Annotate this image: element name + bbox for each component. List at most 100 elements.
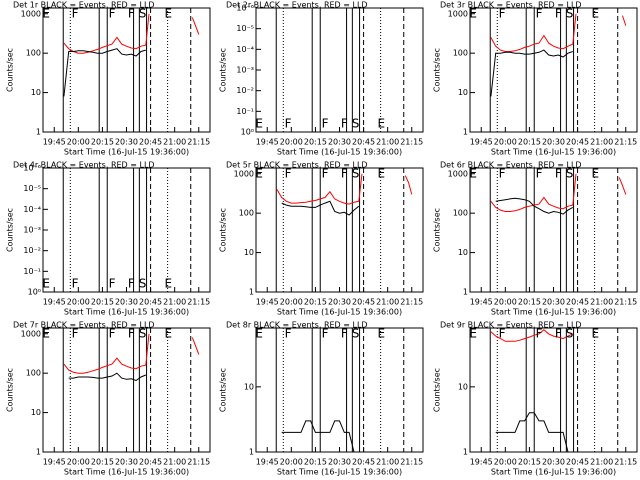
panel: Det 5r BLACK = Events, RED = LLD Counts/s…	[219, 161, 424, 317]
x-tick-label: 20:30	[115, 138, 138, 147]
x-tick-label: 20:00	[280, 138, 303, 147]
series-line	[281, 200, 360, 216]
annotation: F	[128, 7, 135, 21]
x-tick-label: 21:15	[187, 458, 210, 467]
x-tick-label: 20:30	[328, 138, 351, 147]
x-axis-label: Start Time (16-Jul-15 19:36:00)	[277, 308, 402, 317]
plot-area	[489, 8, 627, 132]
series-line	[63, 333, 200, 374]
annotation: E	[591, 327, 599, 341]
x-tick-label: 21:00	[590, 298, 613, 307]
x-tick-label: 20:15	[304, 138, 327, 147]
x-tick-label: 21:00	[376, 458, 399, 467]
annotation: S	[566, 327, 574, 341]
annotation: S	[352, 327, 360, 341]
panel: Det 2r BLACK = Events, RED = LLD Counts/s…	[219, 1, 424, 157]
y-tick-label: 10	[458, 382, 468, 391]
x-tick-label: 19:45	[256, 458, 279, 467]
annotation: F	[536, 167, 543, 181]
y-tick-label: 10⁻⁶	[236, 4, 254, 13]
y-tick-label: 10⁻³	[236, 66, 254, 75]
x-tick-label: 19:45	[43, 298, 66, 307]
y-tick-label: 10⁻⁴	[23, 205, 41, 214]
annotation: F	[499, 327, 506, 341]
y-tick-label: 10⁻⁵	[23, 184, 41, 193]
x-tick-label: 20:15	[304, 298, 327, 307]
annotation: S	[139, 277, 147, 291]
y-tick-label: 10⁻⁴	[236, 45, 254, 54]
y-tick-label: 1	[249, 448, 254, 457]
plot-area	[489, 168, 627, 292]
x-tick-label: 20:00	[67, 458, 90, 467]
x-tick-label: 20:30	[115, 298, 138, 307]
x-tick-label: 20:30	[328, 458, 351, 467]
y-tick-label: 10⁰	[241, 128, 254, 137]
y-axis-label: Counts/sec	[219, 208, 228, 252]
annotation: F	[128, 277, 135, 291]
annotation: E	[591, 167, 599, 181]
annotation: E	[469, 7, 477, 21]
panel: Det 8r BLACK = Events, RED = LLD Counts/s…	[219, 321, 424, 477]
annotation: E	[377, 327, 385, 341]
chart-title: Det 7r BLACK = Events, RED = LLD	[13, 321, 155, 330]
x-tick-label: 21:15	[187, 298, 210, 307]
x-tick-label: 21:00	[376, 138, 399, 147]
x-tick-label: 20:45	[352, 298, 375, 307]
plot-area	[275, 8, 405, 132]
annotation: E	[469, 327, 477, 341]
chart-title: Det 8r BLACK = Events, RED = LLD	[226, 321, 368, 330]
annotation: S	[139, 327, 147, 341]
x-axis-label: Start Time (16-Jul-15 19:36:00)	[64, 468, 189, 477]
annotation: F	[341, 327, 348, 341]
x-tick-label: 20:15	[518, 458, 541, 467]
annotation: F	[285, 167, 292, 181]
y-tick-label: 10⁻²	[23, 246, 41, 255]
panel: Det 6r BLACK = Events, RED = LLD Counts/s…	[433, 161, 638, 317]
plot-frame	[469, 327, 638, 453]
annotation: F	[341, 167, 348, 181]
annotation: E	[255, 167, 263, 181]
plot-frame	[469, 7, 638, 133]
y-axis-label: Counts/sec	[433, 48, 442, 92]
plot-area	[62, 168, 192, 292]
annotation: F	[109, 7, 116, 21]
y-tick-label: 10	[31, 408, 41, 417]
y-tick-label: 1000	[448, 9, 468, 18]
y-axis-label: Counts/sec	[433, 208, 442, 252]
annotation: F	[72, 7, 79, 21]
x-tick-label: 20:30	[328, 298, 351, 307]
x-tick-label: 21:00	[163, 458, 186, 467]
plot-area	[275, 168, 413, 292]
x-tick-label: 20:15	[91, 298, 114, 307]
y-axis-label: Counts/sec	[219, 48, 228, 92]
x-tick-label: 21:15	[187, 138, 210, 147]
y-tick-label: 1	[463, 128, 468, 137]
x-tick-label: 20:15	[91, 138, 114, 147]
annotation: F	[322, 167, 329, 181]
y-tick-label: 1	[463, 288, 468, 297]
x-tick-label: 20:00	[67, 298, 90, 307]
panel: Det 7r BLACK = Events, RED = LLD Counts/s…	[6, 321, 211, 477]
x-tick-label: 19:45	[470, 138, 493, 147]
x-tick-label: 19:45	[470, 458, 493, 467]
annotation: F	[285, 117, 292, 131]
y-tick-label: 10⁻²	[236, 86, 254, 95]
annotation: F	[536, 327, 543, 341]
x-tick-label: 21:15	[400, 298, 423, 307]
x-tick-label: 20:45	[139, 298, 162, 307]
y-tick-label: 10	[244, 248, 254, 257]
chart-title: Det 4r BLACK = Events, RED = LLD	[13, 161, 155, 170]
series-line	[63, 48, 146, 97]
y-axis-label: Counts/sec	[6, 48, 15, 92]
y-tick-label: 1	[36, 128, 41, 137]
annotation: E	[591, 7, 599, 21]
y-tick-label: 1000	[21, 329, 41, 338]
series-line	[495, 412, 569, 452]
annotation: S	[352, 117, 360, 131]
chart-title: Det 5r BLACK = Events, RED = LLD	[226, 161, 368, 170]
x-tick-label: 21:15	[614, 458, 637, 467]
series-line	[495, 197, 574, 215]
x-tick-label: 20:15	[91, 458, 114, 467]
annotation: F	[555, 327, 562, 341]
plot-area	[62, 8, 200, 132]
